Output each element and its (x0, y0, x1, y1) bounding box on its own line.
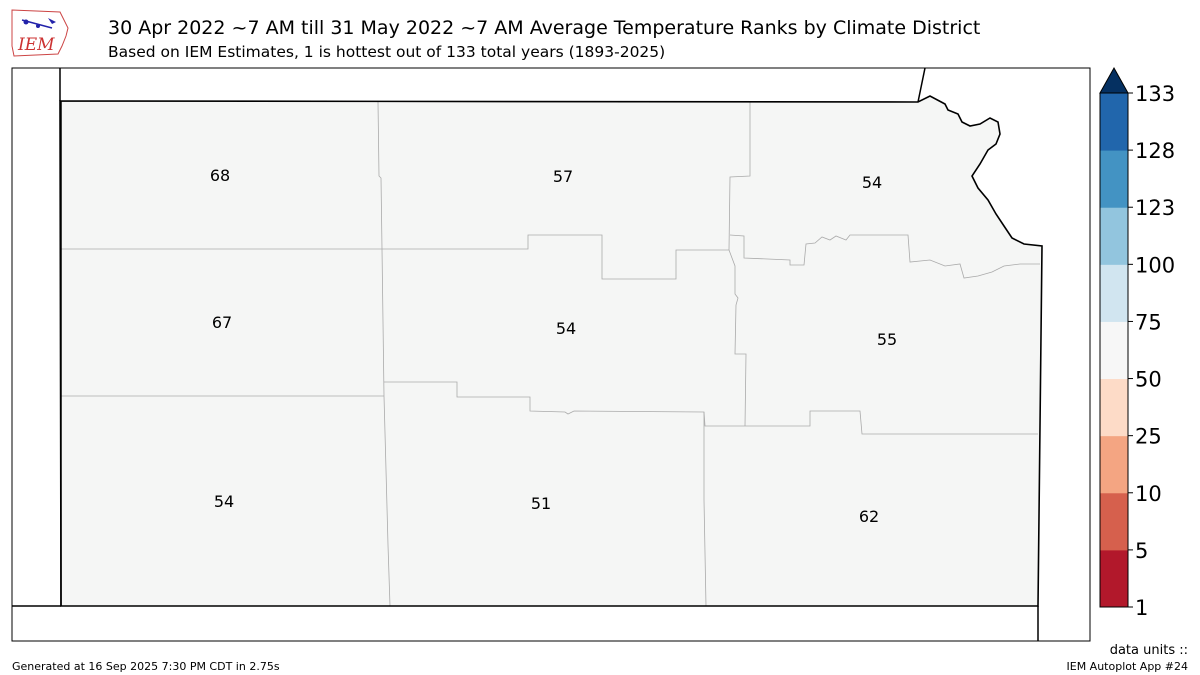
colorbar-segment (1100, 435, 1128, 494)
colorbar-segment (1100, 264, 1128, 322)
app-label: IEM Autoplot App #24 (1066, 660, 1189, 673)
colorbar-segment (1100, 150, 1128, 208)
district-rank-central: 54 (556, 319, 576, 338)
district-boundaries (60, 101, 1040, 607)
chart-subtitle: Based on IEM Estimates, 1 is hottest out… (108, 43, 666, 61)
colorbar-tick-label: 123 (1135, 196, 1175, 220)
colorbar-tick-label: 25 (1135, 425, 1162, 449)
district-rank-southeast: 62 (859, 507, 879, 526)
logo-text: IEM (17, 35, 55, 55)
colorbar-segment (1100, 549, 1128, 608)
colorbar-tick-label: 50 (1135, 368, 1162, 392)
generated-timestamp: Generated at 16 Sep 2025 7:30 PM CDT in … (12, 660, 280, 673)
colorbar-tick-label: 1 (1135, 596, 1148, 620)
colorbar-segment (1100, 93, 1128, 151)
colorbar-tick-label: 100 (1135, 253, 1175, 277)
chart-title: 30 Apr 2022 ~7 AM till 31 May 2022 ~7 AM… (108, 17, 981, 39)
colorbar-segment (1100, 378, 1128, 437)
district-rank-northwest: 68 (210, 166, 230, 185)
neighbor-state-lines (12, 67, 1039, 641)
kansas-state-fill (60, 96, 1042, 606)
colorbar-tick-label: 10 (1135, 482, 1162, 506)
kansas-state-outline (59, 95, 1043, 607)
colorbar-tick-label: 75 (1135, 310, 1162, 334)
colorbar-outline (1099, 92, 1129, 608)
colorbar-segment (1100, 492, 1128, 551)
district-rank-northeast: 54 (862, 173, 882, 192)
iem-logo: IEM (11, 9, 69, 57)
colorbar-tick-label: 128 (1135, 139, 1175, 163)
colorbar-tick-label: 133 (1135, 82, 1175, 106)
district-rank-south-central: 51 (531, 494, 551, 513)
colorbar-segment (1100, 207, 1128, 265)
district-rank-west-central: 67 (212, 313, 232, 332)
colorbar-segment (1100, 321, 1128, 380)
colorbar-tick-label: 5 (1135, 539, 1148, 563)
colorbar-extend-arrow (1099, 66, 1129, 94)
district-rank-north-central: 57 (553, 167, 573, 186)
district-rank-east-central: 55 (877, 330, 897, 349)
data-units-label: data units :: (1109, 643, 1188, 658)
district-rank-southwest: 54 (214, 492, 234, 511)
